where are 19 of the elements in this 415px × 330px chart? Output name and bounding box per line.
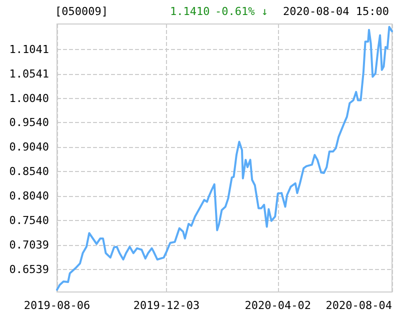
y-tick-label: 0.6539 [9,262,49,276]
line-series [56,26,393,291]
text: -0.61% ↓ [215,5,268,18]
y-tick-label: 1.0040 [9,92,49,105]
y-tick-label: 0.8540 [9,165,49,178]
text: 2020-08-04 15:00 [283,5,389,18]
y-tick-label: 1.1041 [9,42,49,56]
y-tick-label: 0.8040 [9,189,49,202]
x-tick-label: 2020-04-02 [244,299,311,312]
y-tick-label: 0.9540 [9,116,49,130]
y-tick-label: 0.7540 [9,214,49,227]
x-tick-label: 2020-08-04 [326,299,392,312]
text: 1.1410 [170,5,210,18]
chart-title: [050009] [55,5,108,18]
x-tick-label: 2019-12-03 [133,299,200,312]
y-tick-label: 0.7039 [9,238,49,252]
x-tick-label: 2019-08-06 [24,299,90,312]
y-tick-label: 1.0541 [9,67,49,80]
y-tick-label: 0.9040 [9,140,49,154]
